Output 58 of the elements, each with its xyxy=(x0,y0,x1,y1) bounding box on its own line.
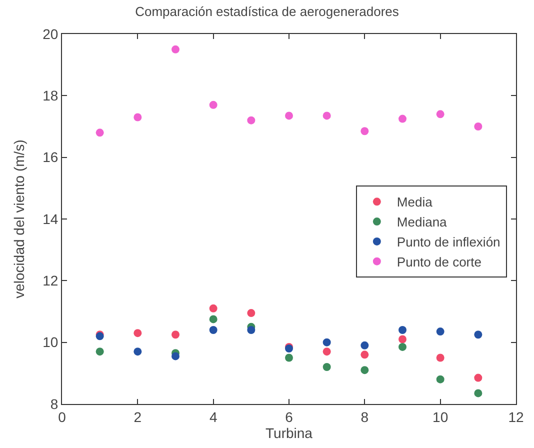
point xyxy=(134,113,142,122)
y-tick-label: 12 xyxy=(42,272,58,289)
point xyxy=(474,122,482,130)
point xyxy=(209,315,218,324)
y-tick-label: 10 xyxy=(42,334,58,350)
point xyxy=(474,389,482,398)
y-tick-label: 20 xyxy=(42,26,58,42)
point xyxy=(436,354,444,362)
legend-label: Media xyxy=(396,194,434,210)
point xyxy=(474,374,482,382)
point xyxy=(360,127,369,136)
x-tick-label: 6 xyxy=(285,408,294,425)
point xyxy=(398,342,406,351)
point xyxy=(96,128,104,137)
point xyxy=(172,352,180,360)
point xyxy=(398,326,406,334)
point xyxy=(322,363,331,371)
point xyxy=(322,338,331,346)
point xyxy=(360,341,369,350)
point xyxy=(247,326,256,334)
x-axis-title: Turbina xyxy=(266,424,313,441)
y-tick-label: 8 xyxy=(50,396,58,412)
point xyxy=(172,45,180,54)
chart-title: Comparación estadística de aerogeneradores xyxy=(135,4,400,19)
y-tick-label: 14 xyxy=(42,210,58,227)
point xyxy=(134,348,142,356)
x-tick-label: 12 xyxy=(508,408,524,425)
point xyxy=(172,330,180,339)
point xyxy=(436,375,444,384)
y-tick-label: 16 xyxy=(42,149,58,166)
point xyxy=(285,354,293,362)
point xyxy=(360,366,369,374)
x-tick-label: 10 xyxy=(432,408,448,425)
point xyxy=(322,348,331,356)
point xyxy=(209,304,218,312)
point xyxy=(134,329,142,338)
point xyxy=(398,114,406,123)
y-axis-title: velocidad del viento (m/s) xyxy=(11,140,27,298)
x-tick-label: 4 xyxy=(209,408,218,425)
x-tick-label: 8 xyxy=(360,408,369,425)
point xyxy=(285,112,293,120)
point xyxy=(247,116,256,124)
legend-label: Mediana xyxy=(396,214,448,230)
legend-label: Punto de inflexión xyxy=(396,234,500,250)
point xyxy=(209,326,218,334)
point xyxy=(436,328,444,336)
legend-label: Punto de corte xyxy=(396,254,482,270)
point xyxy=(209,100,218,109)
point xyxy=(474,330,482,339)
x-tick-label: 2 xyxy=(134,408,142,425)
point xyxy=(96,348,104,356)
x-tick-label: 0 xyxy=(58,408,66,425)
point xyxy=(322,112,331,120)
y-tick-label: 18 xyxy=(42,88,58,104)
point xyxy=(360,350,369,359)
point xyxy=(398,335,406,344)
point xyxy=(436,110,444,118)
point xyxy=(247,309,256,318)
